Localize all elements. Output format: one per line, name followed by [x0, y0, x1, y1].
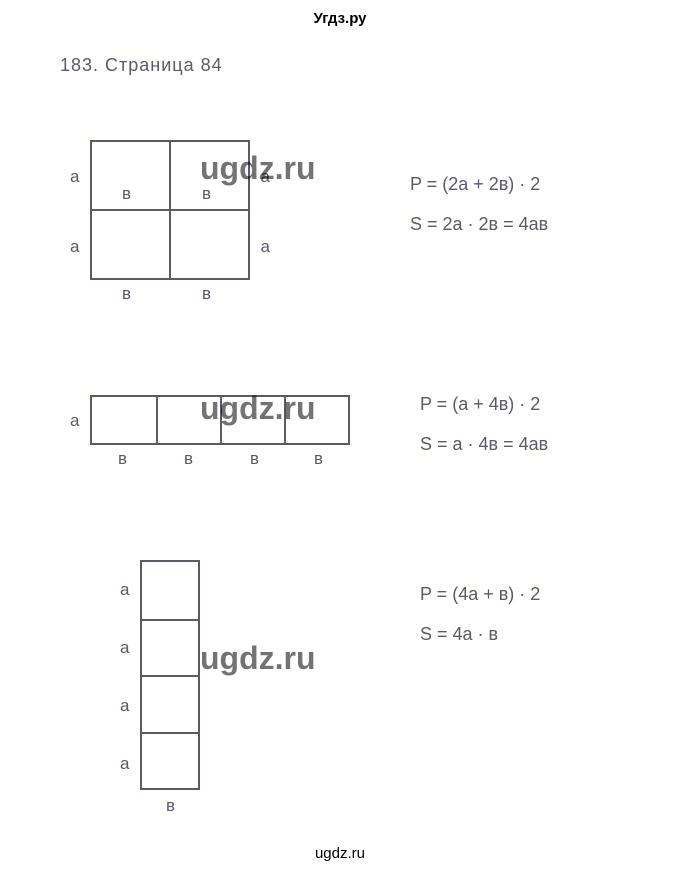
label-a: a [120, 580, 129, 600]
label-b: в [184, 449, 193, 469]
formula-area: S = a · 4в = 4aв [420, 425, 548, 465]
site-header: Угдз.ру [0, 10, 680, 27]
label-b: в [202, 284, 211, 304]
divider-v [220, 397, 222, 443]
label-b: в [202, 184, 211, 204]
figure-2: a в в в в [90, 395, 350, 445]
label-a: a [120, 754, 129, 774]
label-b: в [122, 184, 131, 204]
formula-perimeter: P = (2a + 2в) · 2 [410, 165, 548, 205]
label-b: в [122, 284, 131, 304]
label-a: a [261, 167, 270, 187]
label-b: в [250, 449, 259, 469]
label-a: a [70, 411, 79, 431]
figure-3: a a a a в [140, 560, 200, 790]
divider-h [142, 732, 198, 734]
divider-v [284, 397, 286, 443]
formula-area: S = 2a · 2в = 4aв [410, 205, 548, 245]
formula-perimeter: P = (a + 4в) · 2 [420, 385, 548, 425]
figure-1-formulas: P = (2a + 2в) · 2 S = 2a · 2в = 4aв [410, 165, 548, 244]
grid-2x2: a a a a в в в в [90, 140, 250, 280]
formula-area: S = 4a · в [420, 615, 540, 655]
label-a: a [70, 237, 79, 257]
watermark: ugdz.ru [200, 640, 316, 677]
label-a: a [261, 237, 270, 257]
label-a: a [120, 696, 129, 716]
divider-h [142, 675, 198, 677]
grid-4x1: a a a a в [140, 560, 200, 790]
divider-h [142, 619, 198, 621]
site-footer: ugdz.ru [0, 845, 680, 862]
grid-1x4: a в в в в [90, 395, 350, 445]
formula-perimeter: P = (4a + в) · 2 [420, 575, 540, 615]
label-b: в [118, 449, 127, 469]
label-b: в [314, 449, 323, 469]
divider-h [92, 209, 248, 211]
figure-2-formulas: P = (a + 4в) · 2 S = a · 4в = 4aв [420, 385, 548, 464]
figure-3-formulas: P = (4a + в) · 2 S = 4a · в [420, 575, 540, 654]
label-a: a [120, 638, 129, 658]
label-a: a [70, 167, 79, 187]
figure-1: a a a a в в в в [90, 140, 250, 280]
divider-v [156, 397, 158, 443]
label-b: в [166, 796, 175, 816]
page-title: 183. Страница 84 [60, 55, 223, 76]
